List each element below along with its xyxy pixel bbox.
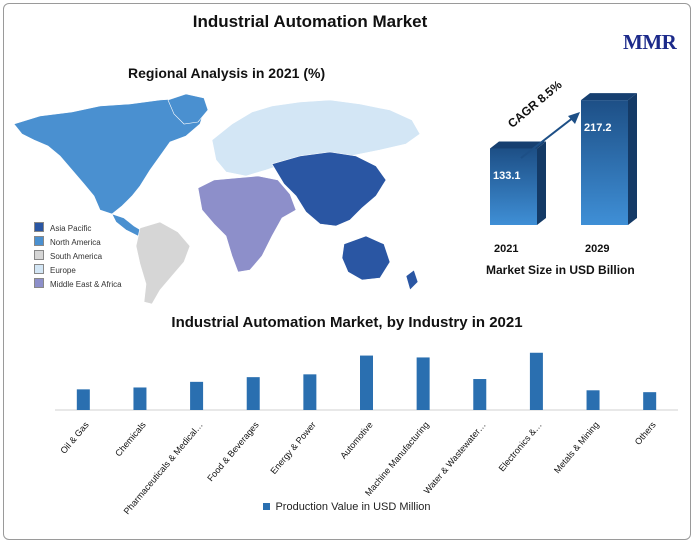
industry-legend: Production Value in USD Million — [0, 501, 694, 513]
chart-title: Industrial Automation Market — [192, 12, 428, 31]
region-middle-east-africa — [197, 175, 297, 273]
legend-item-south-america: South America — [34, 250, 102, 261]
region-subtitle: Regional Analysis in 2021 (%) — [128, 65, 326, 81]
market-bar-side — [628, 93, 637, 225]
region-europe — [211, 99, 421, 177]
legend-item-north-america: North America — [34, 236, 101, 247]
industry-bar — [529, 352, 543, 410]
legend-label: Europe — [50, 266, 76, 275]
region-asia-pacific — [271, 151, 387, 227]
market-caption: Market Size in USD Billion — [486, 263, 635, 277]
legend-swatch — [34, 236, 44, 246]
region-new-zealand — [405, 269, 419, 291]
industry-subtitle: Industrial Automation Market, by Industr… — [171, 314, 523, 331]
legend-label: Production Value in USD Million — [275, 501, 431, 513]
industry-bar — [303, 374, 317, 410]
legend-item-middle-east-africa: Middle East & Africa — [34, 278, 122, 289]
chart-frame — [3, 3, 691, 540]
cagr-arrow — [520, 116, 575, 159]
industry-bar — [133, 387, 147, 410]
market-bar-value: 217.2 — [584, 122, 612, 135]
region-greenland — [167, 93, 209, 125]
region-north-america — [13, 97, 206, 215]
market-year-label: 2029 — [585, 243, 610, 255]
market-year-label: 2021 — [494, 243, 519, 255]
industry-bar — [643, 392, 657, 410]
cagr-arrow-head — [568, 112, 580, 124]
legend-label: North America — [50, 238, 101, 247]
market-bar-top — [490, 141, 546, 149]
legend-item-europe: Europe — [34, 264, 76, 275]
industry-bar — [190, 381, 204, 410]
legend-swatch — [34, 250, 44, 260]
market-bar-value: 133.1 — [493, 170, 521, 183]
industry-bar — [76, 389, 90, 410]
legend-swatch — [34, 278, 44, 288]
market-bar-top — [581, 93, 637, 101]
legend-label: Middle East & Africa — [50, 280, 122, 289]
industry-bar — [586, 390, 600, 410]
industry-bar — [416, 357, 430, 410]
legend-label: South America — [50, 252, 103, 261]
logo-text: MMR — [623, 30, 677, 54]
region-australia — [341, 235, 391, 281]
legend-swatch — [263, 503, 271, 510]
legend-label: Asia Pacific — [50, 224, 92, 233]
legend-item-asia-pacific: Asia Pacific — [34, 222, 91, 233]
market-bar — [581, 100, 628, 225]
market-bar — [490, 148, 537, 225]
industry-bar — [473, 379, 487, 410]
industry-bar — [246, 377, 260, 410]
region-south-america — [135, 221, 191, 305]
industry-bar — [360, 355, 373, 410]
legend-swatch — [34, 222, 44, 232]
legend-swatch — [34, 264, 44, 274]
market-bar-side — [537, 141, 546, 225]
